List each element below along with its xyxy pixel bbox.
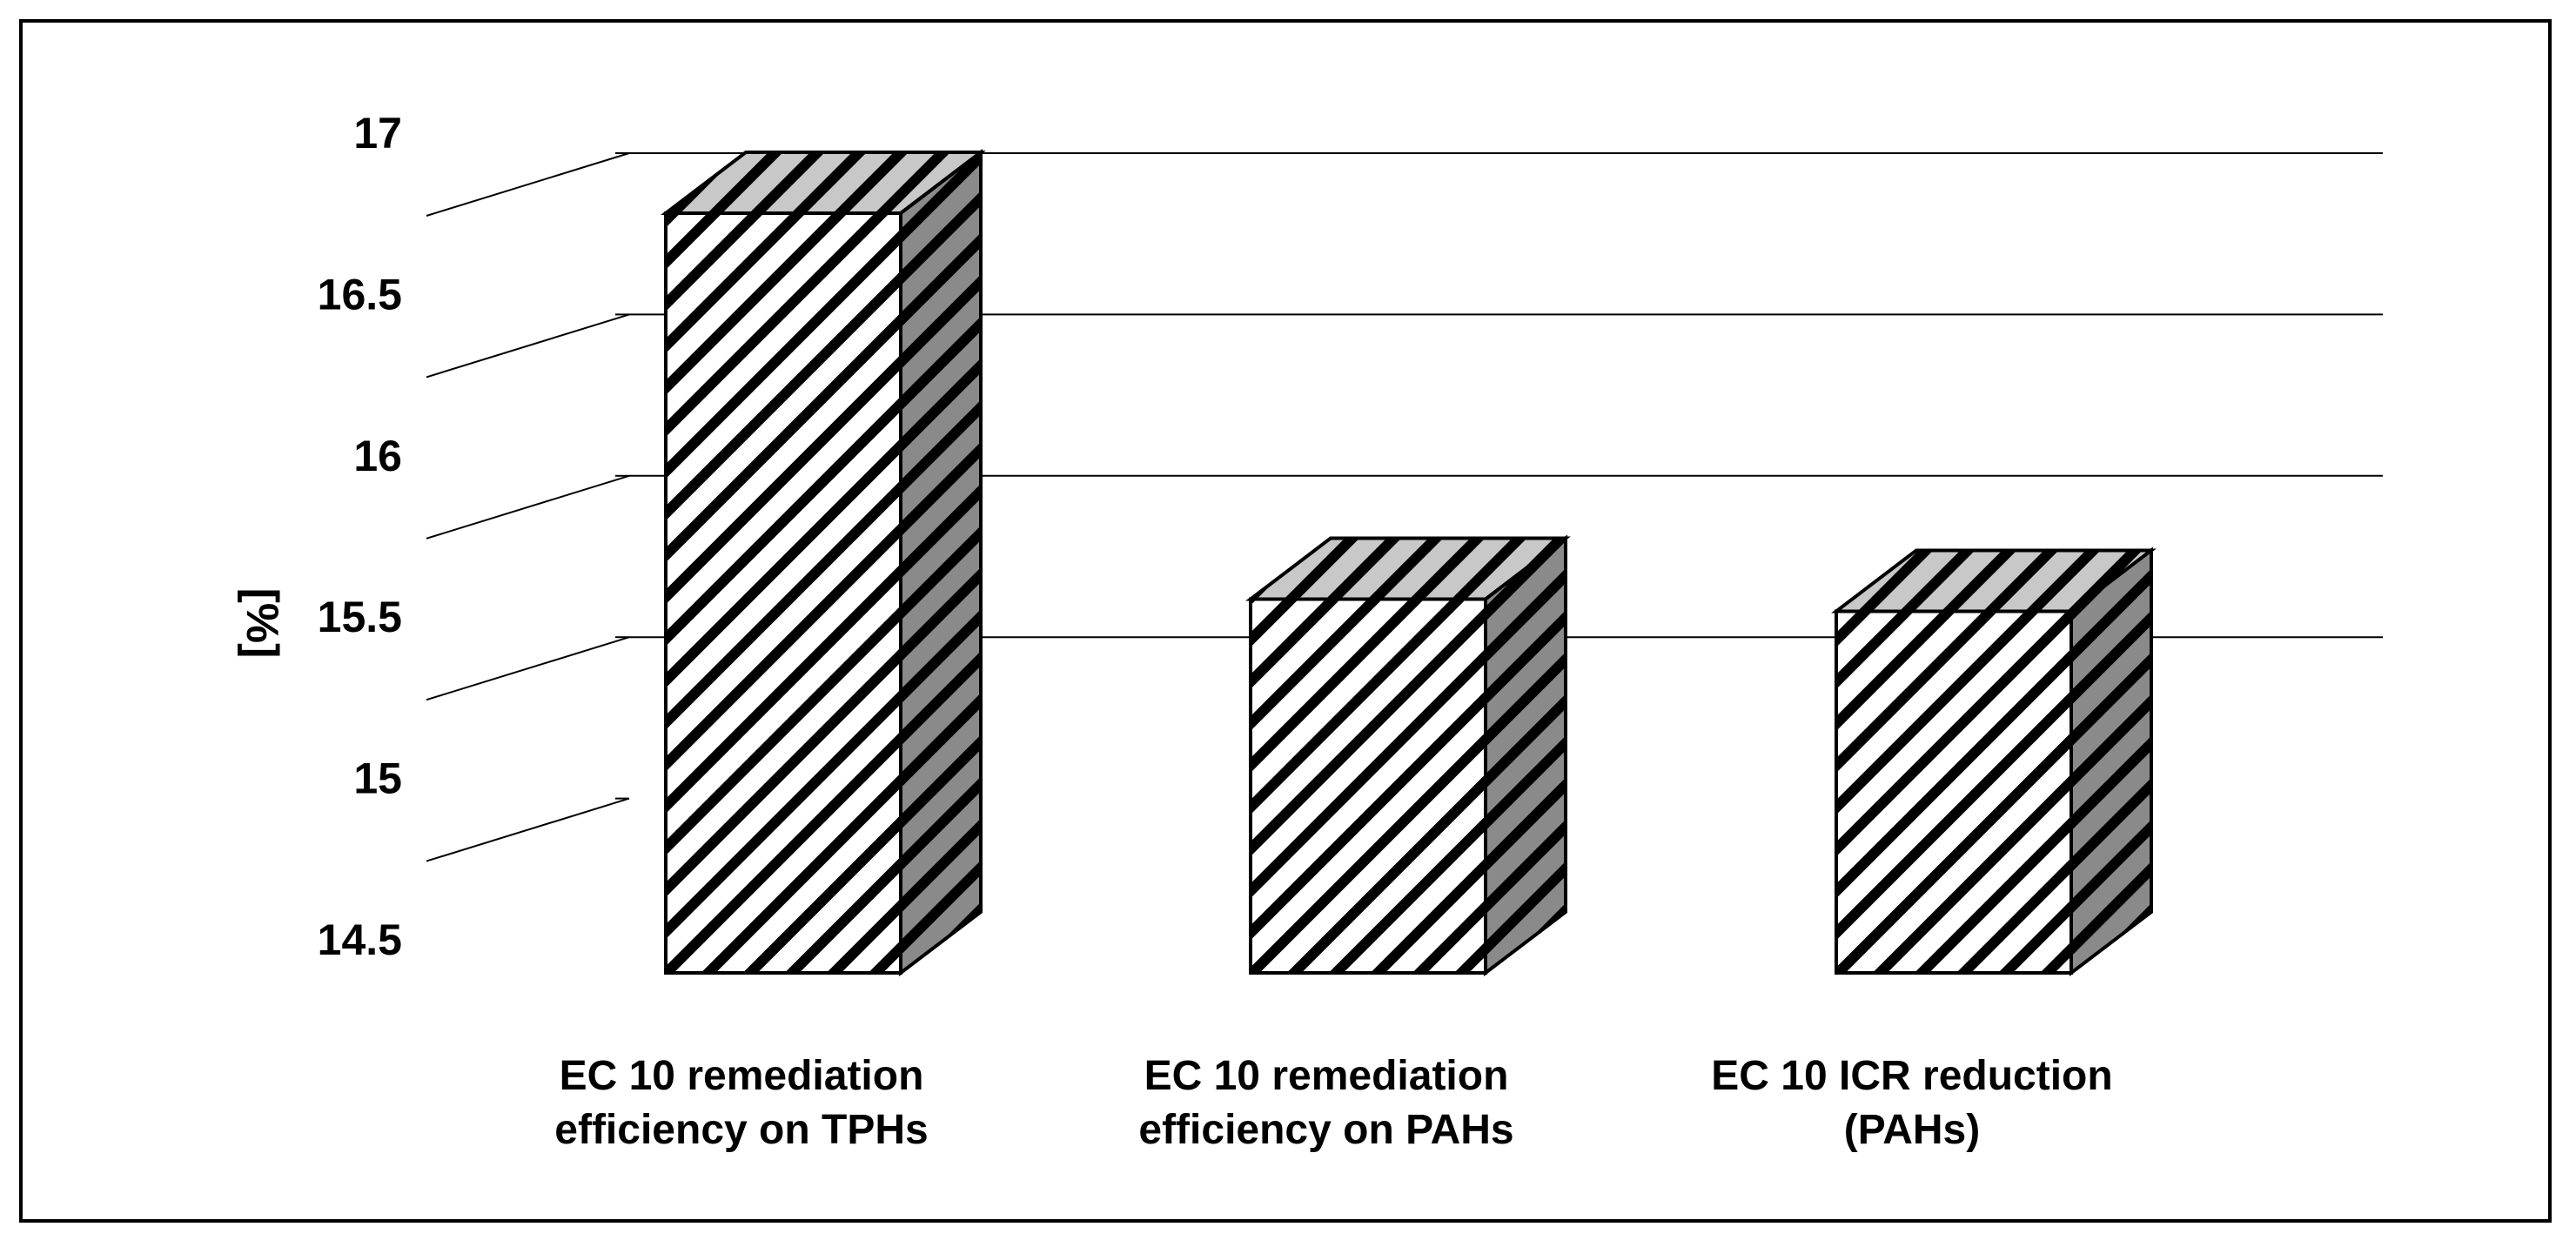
bar-front <box>664 211 902 975</box>
bars <box>661 148 2157 977</box>
category-label-line: (PAHs) <box>1844 1107 1980 1153</box>
back-wall-lines <box>426 152 630 862</box>
bar <box>1831 546 2157 977</box>
bar-side <box>899 148 983 977</box>
wall-line <box>426 474 630 540</box>
category-label-line: EC 10 ICR reduction <box>1711 1053 2112 1099</box>
bar-side <box>2070 546 2153 977</box>
category-label-line: EC 10 remediation <box>560 1053 924 1099</box>
y-tick-label: 14.5 <box>318 915 402 964</box>
bar-front <box>1835 609 2073 975</box>
category-label: EC 10 remediation efficiency on PAHs <box>1138 1053 1513 1153</box>
y-axis-title: [%] <box>237 588 287 659</box>
y-tick-label: 17 <box>353 109 402 158</box>
wall-line <box>426 797 630 862</box>
category-label-line: efficiency on PAHs <box>1138 1107 1513 1153</box>
wall-line <box>426 313 630 379</box>
y-tick-label: 16 <box>353 432 402 480</box>
bar <box>1245 534 1571 977</box>
category-label: EC 10 ICR reduction (PAHs) <box>1711 1053 2112 1153</box>
wall-line <box>426 636 630 701</box>
y-tick-labels: 17 16.5 16 15.5 15 14.5 <box>318 109 402 964</box>
category-label-line: EC 10 remediation <box>1144 1053 1509 1099</box>
bar-front <box>1249 597 1487 975</box>
bar-side <box>1484 534 1567 977</box>
y-tick-label: 15.5 <box>318 593 402 641</box>
y-tick-label: 15 <box>353 754 402 803</box>
category-label: EC 10 remediation efficiency on TPHs <box>554 1053 928 1153</box>
category-label-line: efficiency on TPHs <box>554 1107 928 1153</box>
wall-line <box>426 152 630 217</box>
y-tick-label: 16.5 <box>318 270 402 318</box>
bar <box>661 148 986 977</box>
